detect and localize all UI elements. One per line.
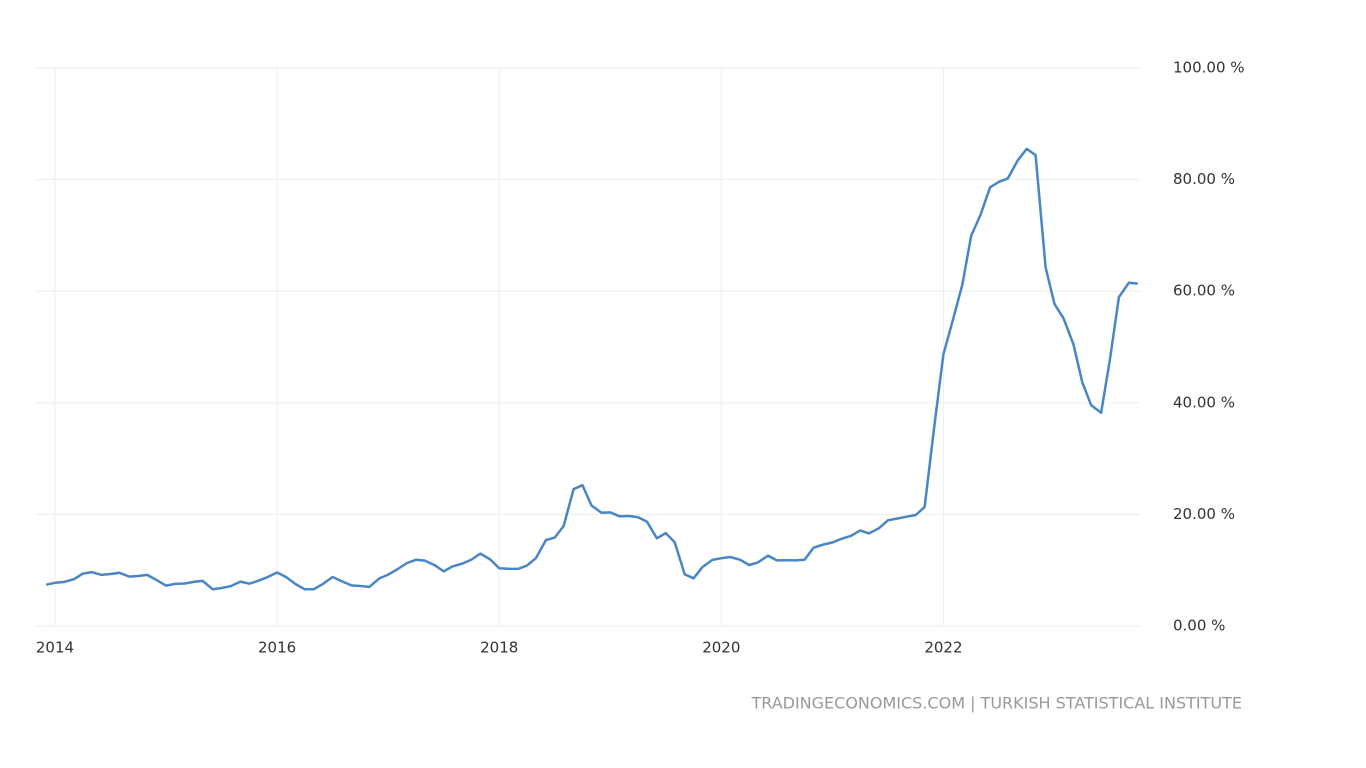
line (45, 147, 1138, 591)
y-tick-label: 20.00 % (1173, 505, 1235, 523)
y-tick-label: 100.00 % (1173, 59, 1245, 77)
source: TRADINGECONOMICS.COM | TURKISH STATISTIC… (750, 694, 1242, 713)
x-tick-label: 2022 (924, 639, 962, 657)
x-tick-label: 2018 (480, 639, 518, 657)
y-tick-label: 60.00 % (1173, 282, 1235, 300)
y-tick-label: 80.00 % (1173, 170, 1235, 188)
x-tick-label: 2020 (702, 639, 740, 657)
x-tick-label: 2014 (36, 639, 74, 657)
y-tick-label: 0.00 % (1173, 617, 1225, 635)
x-tick-label: 2016 (258, 639, 296, 657)
y-tick-label: 40.00 % (1173, 393, 1235, 411)
